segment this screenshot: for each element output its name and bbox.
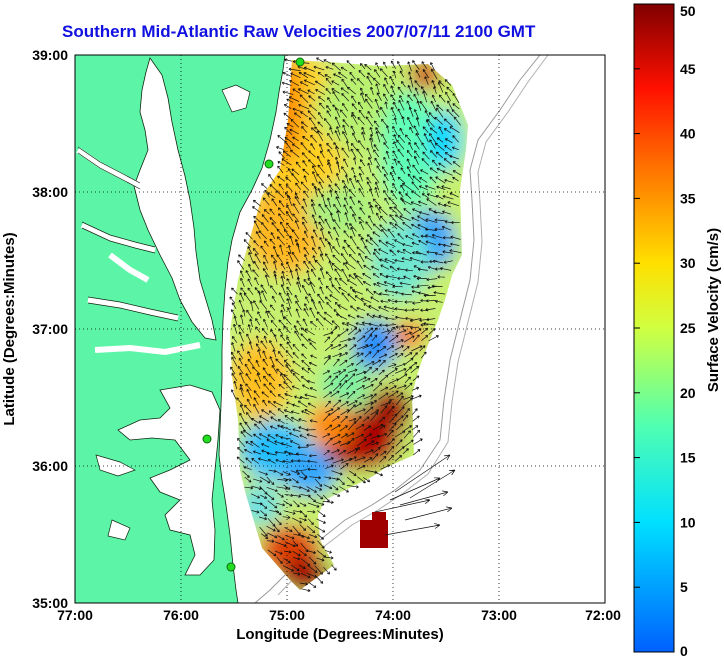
x-tick: 73:00 [481,607,517,623]
x-tick: 72:00 [585,607,621,623]
y-tick: 36:00 [32,458,68,474]
chesapeake-bay [133,57,217,341]
velocity-vectors [229,57,462,593]
x-axis-ticks: 77:00 76:00 75:00 74:00 73:00 72:00 [57,607,621,623]
colorbar-tick-label: 25 [680,320,696,336]
colorbar-tick-label: 10 [680,514,696,530]
plot-frame [74,54,606,604]
colorbar-tick-label: 5 [680,579,688,595]
x-tick: 77:00 [57,607,93,623]
x-tick: 76:00 [163,607,199,623]
radar-stations [202,57,305,572]
y-tick: 35:00 [32,595,68,611]
station-1 [295,57,305,67]
vector-arrows [229,57,462,593]
y-tick: 38:00 [32,184,68,200]
colorbar-label: Surface Velocity (cm/s) [705,228,722,392]
colorbar-tick-label: 40 [680,126,696,142]
colorbar-tick-label: 20 [680,385,696,401]
velocity-patch [360,520,388,548]
y-tick: 37:00 [32,321,68,337]
map-title: Southern Mid-Atlantic Raw Velocities 200… [62,22,536,41]
colorbar [633,3,675,653]
pamlico-sound [117,384,221,576]
y-axis-ticks: 39:00 38:00 37:00 36:00 35:00 [32,47,68,611]
colorbar-ticks: 0 5 10 15 20 25 30 35 40 45 50 [634,3,696,659]
x-axis-label: Longitude (Degrees:Minutes) [236,626,444,643]
station-2 [264,159,274,169]
shelf-contour [254,55,541,603]
x-tick: 75:00 [269,607,305,623]
colorbar-tick-label: 35 [680,190,696,206]
y-tick: 39:00 [32,47,68,63]
grid-lines [75,55,605,603]
x-tick: 74:00 [375,607,411,623]
colorbar-tick-label: 0 [680,643,688,659]
station-3 [202,434,212,444]
station-4 [226,562,236,572]
colorbar-tick-label: 30 [680,255,696,271]
colorbar-tick-label: 15 [680,450,696,466]
colorbar-tick-label: 50 [680,3,696,19]
colorbar-tick-label: 45 [680,61,696,77]
y-axis-label: Latitude (Degrees:Minutes) [1,232,18,425]
